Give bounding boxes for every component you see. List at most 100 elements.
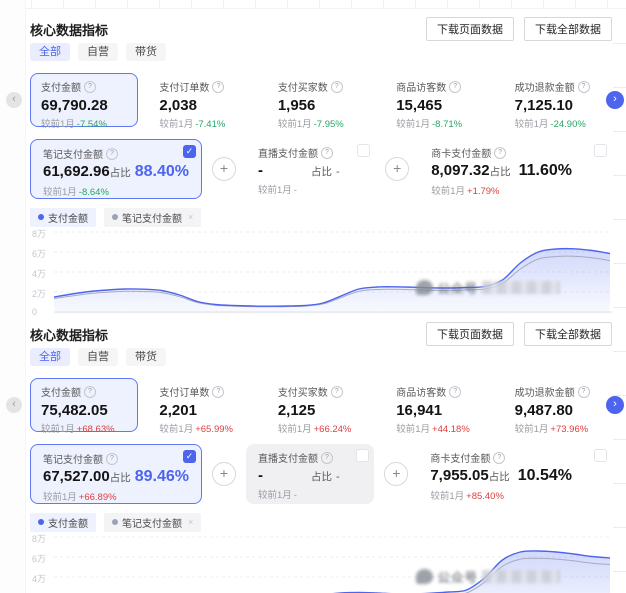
- legend-chip-payment[interactable]: 支付金额: [30, 512, 96, 532]
- watermark-bubble-icon: [416, 280, 434, 295]
- download-all-data-button[interactable]: 下载全部数据: [524, 17, 612, 41]
- table-edge-strip: [0, 0, 626, 9]
- subcard-live-payment[interactable]: 直播支付金额? - 占比 - 较前1月 -: [246, 444, 375, 504]
- legend-chip-note-payment[interactable]: 笔记支付金额 ×: [104, 207, 202, 227]
- info-icon[interactable]: ?: [577, 80, 590, 93]
- carousel-next-icon[interactable]: ›: [606, 91, 624, 109]
- info-icon[interactable]: ?: [330, 80, 343, 93]
- panel-title: 核心数据指标: [30, 22, 109, 38]
- metric-value: 2,201: [159, 402, 197, 419]
- carousel-prev-icon[interactable]: ‹: [6, 397, 22, 413]
- metric-compare: 较前1月 +65.99%: [159, 424, 233, 435]
- metric-cards-row: ‹ 支付金额? 75,482.05 较前1月 +68.63% 支付订单数? 2,2…: [6, 378, 624, 435]
- info-icon[interactable]: ?: [321, 146, 333, 159]
- metric-value: 9,487.80: [514, 402, 574, 419]
- metric-compare: 较前1月 -7.95%: [277, 119, 344, 130]
- y-axis-tick: 6万: [32, 249, 47, 259]
- subcard-value-row: 67,527.00 占比 89.46%: [43, 468, 189, 485]
- tab-self-operated[interactable]: 自营: [78, 348, 118, 366]
- close-icon[interactable]: ×: [188, 212, 194, 222]
- metric-label: 成功退款金额?: [515, 79, 601, 94]
- checkbox-unchecked-icon[interactable]: [594, 449, 607, 462]
- info-icon[interactable]: ?: [577, 385, 590, 398]
- info-icon[interactable]: ?: [212, 80, 225, 93]
- download-page-data-button[interactable]: 下载页面数据: [426, 322, 514, 346]
- info-icon[interactable]: ?: [494, 146, 507, 159]
- info-icon[interactable]: ?: [493, 451, 506, 464]
- checkbox-unchecked-icon[interactable]: [357, 144, 371, 157]
- subcard-note-payment[interactable]: ✓ 笔记支付金额? 61,692.96 占比 88.40% 较前1月 -8.64%: [30, 139, 202, 199]
- subcard-value-row: - 占比 -: [258, 467, 340, 484]
- metric-label: 支付买家数?: [278, 79, 364, 94]
- checkbox-checked-icon[interactable]: ✓: [183, 145, 196, 158]
- y-axis-tick: 4万: [32, 269, 47, 279]
- info-icon[interactable]: ?: [330, 385, 343, 398]
- info-icon[interactable]: ?: [106, 452, 118, 465]
- tab-self-operated[interactable]: 自营: [78, 43, 118, 61]
- subcard-value-row: 7,955.05 占比 10.54%: [430, 467, 572, 484]
- metric-label: 支付订单数?: [159, 79, 245, 94]
- close-icon[interactable]: ×: [188, 517, 194, 527]
- subcard-note-payment[interactable]: ✓ 笔记支付金额? 67,527.00 占比 89.46% 较前1月 +66.89%: [30, 444, 202, 504]
- info-icon[interactable]: ?: [321, 451, 333, 464]
- subcard-compare: 较前1月 +66.89%: [43, 492, 117, 503]
- y-axis-tick: 6万: [32, 554, 47, 564]
- subcard-compare: 较前1月 -8.64%: [43, 187, 109, 198]
- plus-icon[interactable]: +: [384, 462, 409, 486]
- download-all-data-button[interactable]: 下载全部数据: [524, 322, 612, 346]
- legend-chip-payment[interactable]: 支付金额: [30, 207, 96, 227]
- subcard-live-payment[interactable]: 直播支付金额? - 占比 - 较前1月 -: [246, 139, 375, 199]
- scope-tabs: 全部 自营 带货: [30, 43, 612, 61]
- y-axis-tick: 4万: [32, 574, 47, 584]
- metric-card-order-count[interactable]: 支付订单数? 2,038 较前1月 -7.41%: [148, 73, 256, 130]
- metric-card-product-visitors[interactable]: 商品访客数? 15,465 较前1月 -8.71%: [385, 73, 493, 130]
- subcard-product-card-payment[interactable]: 商卡支付金额? 8,097.32 占比 11.60% 较前1月 +1.79%: [419, 139, 612, 199]
- plus-icon[interactable]: +: [212, 157, 236, 181]
- tab-all[interactable]: 全部: [30, 43, 70, 61]
- core-metrics-panel: 核心数据指标 下载页面数据 下载全部数据 全部 自营 带货 ‹ 支付金额? 69…: [0, 9, 626, 317]
- metric-card-product-visitors[interactable]: 商品访客数? 16,941 较前1月 +44.18%: [385, 378, 493, 435]
- info-icon[interactable]: ?: [84, 80, 96, 93]
- watermark-text: 公众号: [437, 282, 478, 296]
- metric-value: 7,125.10: [514, 97, 574, 114]
- trend-chart-area: 8万 6万 4万 2万 0 公众号: [30, 228, 612, 317]
- checkbox-unchecked-icon[interactable]: [356, 449, 370, 462]
- legend-dot-icon: [112, 214, 118, 220]
- checkbox-checked-icon[interactable]: ✓: [183, 450, 196, 463]
- subcard-label: 直播支付金额?: [258, 145, 363, 160]
- chart-legend: 支付金额 笔记支付金额 ×: [30, 512, 612, 532]
- subcard-value-row: - 占比 -: [258, 162, 340, 179]
- trend-chart: [53, 231, 612, 314]
- metric-card-refund-amount[interactable]: 成功退款金额? 9,487.80 较前1月 +73.96%: [504, 378, 612, 435]
- tab-affiliate[interactable]: 带货: [126, 348, 166, 366]
- metric-compare: 较前1月 -7.41%: [159, 119, 226, 130]
- download-page-data-button[interactable]: 下载页面数据: [426, 17, 514, 41]
- info-icon[interactable]: ?: [449, 385, 462, 398]
- subcard-label: 笔记支付金额?: [43, 451, 189, 466]
- tab-affiliate[interactable]: 带货: [126, 43, 166, 61]
- carousel-next-icon[interactable]: ›: [606, 396, 624, 414]
- plus-icon[interactable]: +: [385, 157, 410, 181]
- plus-icon[interactable]: +: [212, 462, 236, 486]
- info-icon[interactable]: ?: [212, 385, 225, 398]
- metric-card-payment-amount[interactable]: 支付金额? 69,790.28 较前1月 -7.54%: [30, 73, 139, 130]
- legend-dot-icon: [38, 214, 44, 220]
- metric-card-buyer-count[interactable]: 支付买家数? 2,125 较前1月 +66.24%: [267, 378, 375, 435]
- tab-all[interactable]: 全部: [30, 348, 70, 366]
- info-icon[interactable]: ?: [84, 385, 96, 398]
- legend-chip-note-payment[interactable]: 笔记支付金额 ×: [104, 512, 202, 532]
- info-icon[interactable]: ?: [449, 80, 462, 93]
- subcard-product-card-payment[interactable]: 商卡支付金额? 7,955.05 占比 10.54% 较前1月 +85.40%: [418, 444, 612, 504]
- checkbox-unchecked-icon[interactable]: [594, 144, 607, 157]
- metric-card-refund-amount[interactable]: 成功退款金额? 7,125.10 较前1月 -24.90%: [504, 73, 612, 130]
- subcard-compare: 较前1月 -: [258, 490, 297, 501]
- carousel-prev-icon[interactable]: ‹: [6, 92, 22, 108]
- metric-value: 75,482.05: [41, 402, 108, 419]
- metric-card-payment-amount[interactable]: 支付金额? 75,482.05 较前1月 +68.63%: [30, 378, 139, 435]
- info-icon[interactable]: ?: [106, 147, 118, 160]
- metric-card-order-count[interactable]: 支付订单数? 2,201 较前1月 +65.99%: [148, 378, 256, 435]
- metric-card-buyer-count[interactable]: 支付买家数? 1,956 较前1月 -7.95%: [267, 73, 375, 130]
